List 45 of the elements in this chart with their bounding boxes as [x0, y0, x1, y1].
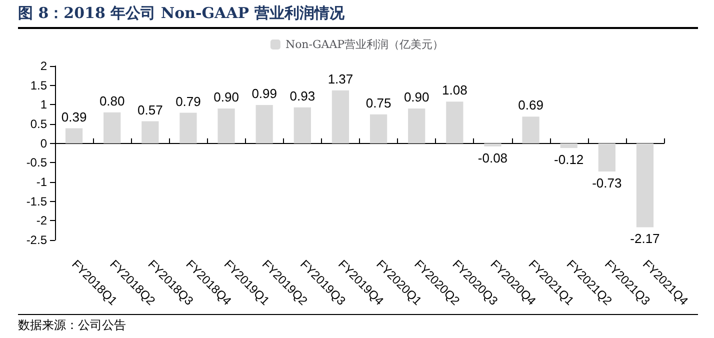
source-note: 数据来源：公司公告 [18, 314, 698, 334]
y-tick-label: 1.5 [30, 78, 48, 92]
bar [65, 128, 83, 144]
data-label: 0.57 [138, 102, 163, 118]
y-tick-label: -1 [36, 175, 48, 189]
bar [180, 112, 197, 144]
data-label: -0.73 [592, 176, 622, 191]
data-label: 0.90 [214, 90, 239, 105]
bar [104, 112, 121, 144]
data-label: 1.37 [328, 71, 354, 86]
y-tick-label: 2 [40, 59, 48, 73]
bar [294, 107, 311, 144]
data-label: 0.93 [290, 88, 316, 104]
legend-label: Non-GAAP营业利润（亿美元） [285, 38, 444, 51]
y-tick-label: -2.5 [26, 233, 48, 247]
y-tick-label: -2 [36, 214, 48, 228]
data-label: -0.08 [478, 150, 508, 166]
data-label: -0.12 [554, 152, 584, 167]
bar [332, 90, 350, 144]
data-label: 0.90 [404, 90, 430, 105]
bar [408, 108, 426, 144]
bar [370, 114, 388, 144]
bar [598, 143, 616, 172]
bar [522, 116, 540, 144]
data-label: -2.17 [630, 231, 660, 246]
bar [218, 108, 235, 144]
bar [256, 105, 273, 144]
bar [560, 143, 578, 148]
data-label: 0.69 [518, 98, 544, 113]
y-tick-label: -1.5 [26, 194, 48, 208]
data-label: 0.39 [61, 109, 87, 124]
y-tick-label: 0.5 [30, 117, 48, 131]
data-label: 1.08 [442, 82, 468, 98]
y-tick-label: -0.5 [26, 156, 48, 170]
bar [636, 143, 654, 228]
bar [484, 143, 502, 146]
data-label: 0.75 [366, 95, 392, 110]
data-label: 0.99 [252, 86, 277, 102]
y-tick-label: 0 [40, 136, 48, 150]
y-tick-label: 1 [40, 98, 48, 112]
bar [142, 121, 159, 144]
data-label: 0.80 [99, 93, 125, 108]
data-label: 0.79 [176, 94, 201, 109]
bar [446, 102, 464, 144]
chart-title: 图 8：2018 年公司 Non-GAAP 营业利润情况 [18, 4, 698, 29]
